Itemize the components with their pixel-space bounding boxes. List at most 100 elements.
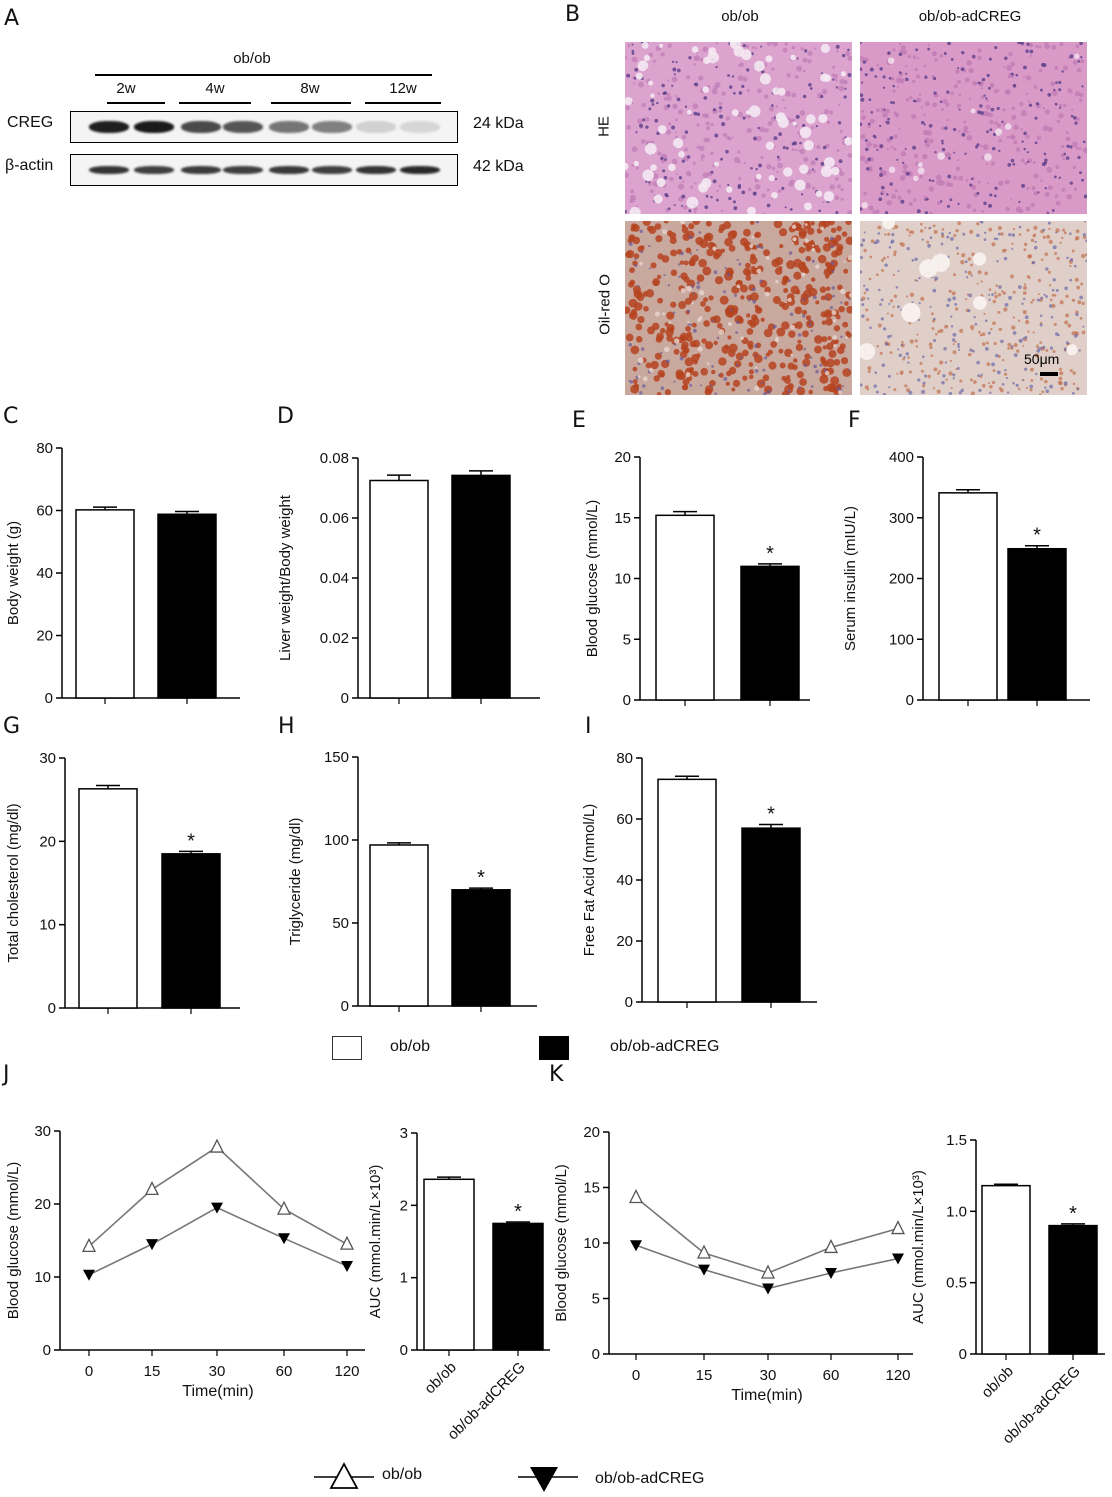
tissue-cell (674, 131, 677, 134)
tissue-cell (1035, 353, 1040, 358)
tissue-cell (982, 110, 989, 117)
tissue-cell (948, 371, 953, 376)
tissue-cell (901, 49, 908, 55)
tissue-cell (888, 76, 892, 80)
tissue-cell (793, 271, 802, 280)
tissue-cell (810, 329, 813, 332)
blot-band (356, 166, 396, 174)
tissue-cell (876, 148, 879, 152)
tissue-cell (675, 61, 678, 64)
tissue-cell (1027, 254, 1032, 259)
tissue-cell (1073, 333, 1078, 338)
tissue-cell (1075, 44, 1080, 49)
tissue-cell (727, 335, 732, 340)
tissue-cell (922, 381, 926, 385)
tissue-cell (1032, 160, 1036, 164)
tissue-cell (748, 298, 751, 302)
tissue-cell (693, 83, 696, 86)
tissue-cell (642, 169, 654, 181)
tissue-cell (741, 190, 746, 195)
tissue-cell (1079, 42, 1083, 46)
tissue-cell (892, 101, 895, 105)
tissue-cell (837, 184, 841, 189)
tissue-cell (954, 302, 958, 306)
tissue-cell (771, 166, 776, 171)
tissue-cell (831, 65, 836, 69)
significance-marker: * (187, 830, 195, 852)
tissue-cell (697, 346, 703, 352)
tissue-cell (891, 77, 895, 81)
tissue-cell (1021, 183, 1026, 188)
tissue-cell (848, 177, 852, 183)
tissue-cell (892, 227, 895, 230)
tissue-cell (815, 264, 820, 269)
tissue-cell (917, 162, 923, 168)
tissue-cell (836, 225, 842, 232)
tissue-cell (887, 335, 891, 339)
tissue-cell (689, 291, 698, 301)
tissue-cell (642, 376, 648, 382)
tissue-cell (939, 100, 943, 104)
tissue-cell (746, 328, 754, 335)
tissue-cell (963, 125, 969, 131)
tissue-cell (952, 332, 957, 337)
data-point-filled (762, 1283, 774, 1295)
tissue-cell (1026, 228, 1030, 232)
y-tick-label: 0.06 (320, 510, 349, 527)
tissue-cell (860, 109, 864, 113)
tissue-cell (994, 291, 997, 295)
tissue-cell (683, 348, 689, 354)
tissue-cell (728, 245, 736, 252)
tissue-cell (794, 306, 803, 315)
blot-protein-actin: β-actin (5, 157, 54, 174)
tissue-cell (971, 328, 974, 331)
tissue-cell (1003, 65, 1006, 69)
data-point-open (144, 1180, 160, 1196)
tissue-cell (1029, 384, 1034, 389)
tissue-cell (1017, 387, 1021, 391)
tissue-cell (908, 370, 912, 374)
tissue-cell (678, 176, 683, 180)
y-tick-label: 50 (332, 915, 349, 932)
tissue-cell (952, 175, 958, 181)
tissue-cell (699, 145, 705, 152)
tissue-cell (756, 244, 760, 249)
tissue-cell (840, 357, 849, 365)
tissue-cell (807, 50, 813, 57)
tissue-cell (877, 225, 882, 230)
tissue-cell (810, 160, 816, 166)
tissue-cell (781, 302, 789, 311)
tissue-cell (1026, 275, 1031, 279)
tissue-cell (955, 307, 959, 311)
tissue-cell (863, 284, 866, 287)
tissue-cell (1066, 144, 1070, 148)
blot-size-actin: 42 kDa (473, 158, 524, 175)
tissue-cell (810, 277, 816, 282)
tissue-cell (944, 361, 948, 364)
tissue-cell (787, 389, 791, 393)
blot-band (400, 166, 440, 174)
tissue-cell (987, 331, 991, 335)
tissue-cell (682, 384, 689, 391)
tissue-cell (874, 371, 878, 374)
tissue-cell (745, 44, 750, 49)
tissue-cell (657, 92, 660, 95)
tissue-cell (830, 227, 837, 234)
tissue-cell (950, 315, 953, 318)
tissue-cell (909, 339, 914, 344)
tissue-cell (676, 97, 681, 102)
tissue-cell (888, 166, 896, 174)
blot-band (400, 121, 440, 133)
tissue-cell (902, 161, 905, 164)
tissue-cell (1013, 343, 1018, 348)
tissue-cell (749, 221, 755, 225)
tissue-cell (781, 321, 790, 330)
tissue-cell (808, 83, 812, 87)
tissue-cell (631, 308, 638, 315)
tissue-cell (1030, 379, 1034, 382)
tissue-cell (880, 317, 884, 321)
tissue-cell (970, 177, 974, 180)
tissue-cell (822, 200, 825, 204)
y-tick-label: 30 (34, 1123, 51, 1140)
